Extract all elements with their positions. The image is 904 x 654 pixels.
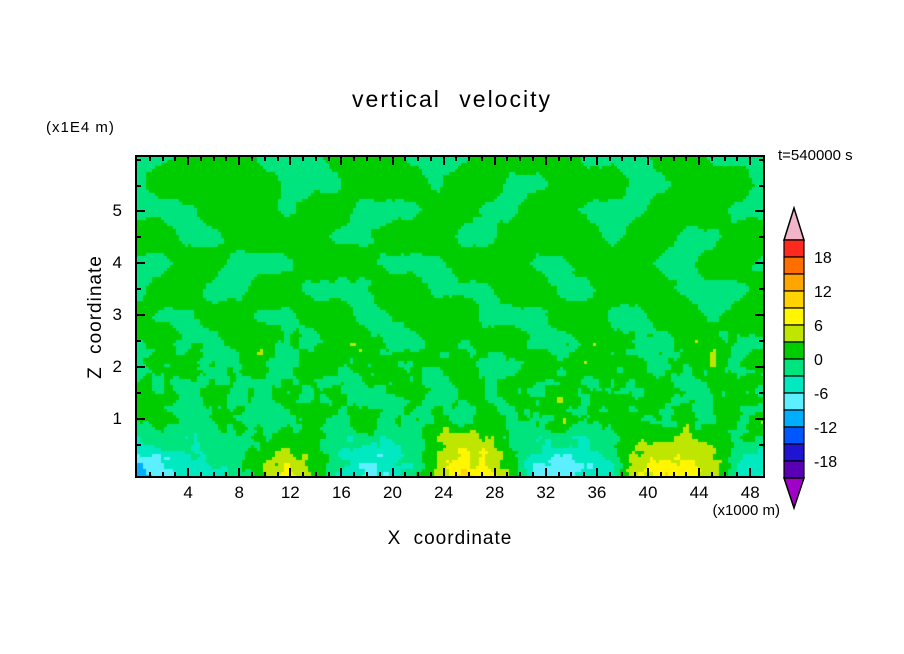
x-tick-label: 28: [485, 483, 505, 502]
contour-canvas: [137, 157, 763, 476]
x-tick-label: 12: [280, 483, 300, 502]
x-tick-label: 20: [383, 483, 402, 502]
plot-frame: [135, 155, 765, 478]
x-tick-label: 8: [234, 483, 244, 502]
x-tick-label: 16: [331, 483, 351, 502]
x-tick-label: 44: [689, 483, 709, 502]
y-tick-label: 5: [112, 201, 122, 221]
x-tick-label: 36: [587, 483, 607, 502]
y-tick-label: 2: [112, 357, 122, 377]
x-tick-label: 4: [183, 483, 193, 502]
x-axis-units-label: (x1000 m): [712, 502, 780, 519]
x-tick-label: 40: [638, 483, 658, 502]
x-tick-labels: 4 8 12 16 20 24 28 32 36 40 44 48: [137, 483, 763, 505]
colorbar-label: 12: [814, 284, 832, 301]
colorbar-label: 6: [814, 318, 823, 335]
colorbar: 18 12 6 0 -6 -12 -18: [783, 206, 837, 511]
colorbar-label: 0: [814, 352, 823, 369]
colorbar-label: -12: [814, 420, 837, 437]
colorbar-label: 18: [814, 250, 832, 267]
y-tick-label: 3: [112, 305, 122, 325]
y-tick-label: 1: [112, 408, 122, 428]
time-label: t=540000 s: [778, 147, 853, 164]
y-axis-units-label: (x1E4 m): [46, 119, 115, 136]
colorbar-label: -6: [814, 386, 828, 403]
x-tick-label: 48: [740, 483, 760, 502]
y-tick-label: 4: [112, 253, 122, 273]
chart-title: vertical velocity: [352, 86, 552, 112]
x-tick-label: 24: [434, 483, 454, 502]
x-tick-label: 32: [536, 483, 556, 502]
y-tick-labels: 1 2 3 4 5: [90, 157, 122, 476]
tick-layer: [137, 157, 763, 476]
x-axis-title: X coordinate: [387, 528, 513, 549]
colorbar-label: -18: [814, 454, 837, 471]
y-axis-title: Z coordinate: [85, 255, 106, 379]
